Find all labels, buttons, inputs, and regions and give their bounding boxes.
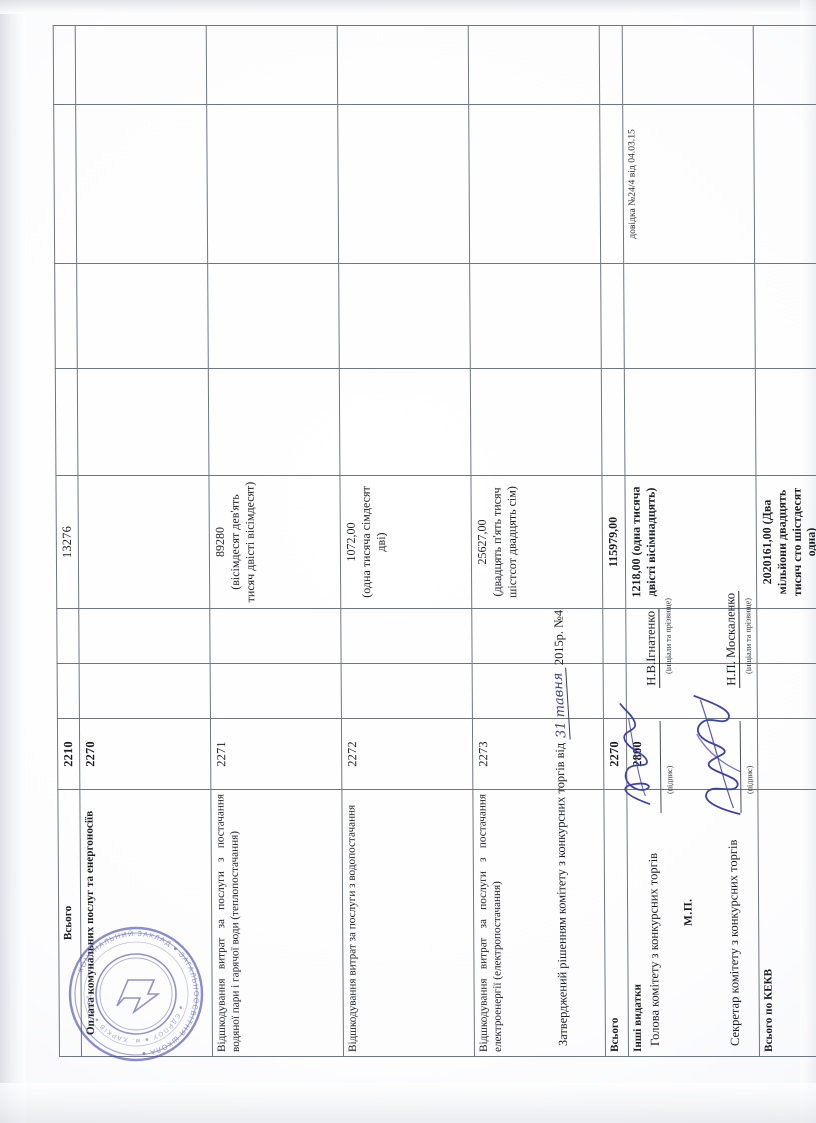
approval-suffix: 2015р. №4 (551, 609, 567, 666)
signature-name: Н.П. Москаленко (723, 590, 741, 688)
approval-line: Затверджений рішенням комітету з конкурс… (550, 609, 572, 1046)
signature-role: Секретар комітету з конкурсних торгів (725, 839, 742, 1046)
signature-caption: (підпис) (745, 765, 755, 794)
scan-edge-right (800, 0, 816, 1123)
signature-entry-chairman: Голова комітету з конкурсних торгів Н.В.… (643, 608, 664, 1046)
approval-date-handwritten: 31 тавня (550, 667, 571, 741)
stamp-mark-label: М.П. (682, 898, 695, 926)
signature-caption: (підпис) (665, 765, 675, 794)
official-round-stamp: КОМУНАЛЬНИЙ ЗАКЛАД ● ЗАГАЛЬНООСВІТНЯ ШКО… (62, 920, 210, 1068)
scan-edge-left (0, 0, 26, 1123)
signature-line (644, 720, 662, 813)
name-caption: (ініціали та прізвище) (663, 598, 674, 674)
signature-entry-secretary: Секретар комітету з конкурсних торгів Н.… (723, 590, 744, 1046)
scan-edge-bottom (0, 1083, 816, 1123)
signature-block: Затверджений рішенням комітету з конкурс… (550, 486, 806, 1046)
signature-line (724, 720, 742, 813)
signature-role: Голова комітету з конкурсних торгів (645, 852, 662, 1046)
approval-prefix: Затверджений рішенням комітету з конкурс… (552, 742, 570, 1046)
name-caption: (ініціали та прізвище) (743, 598, 754, 674)
signature-name: Н.В.Ігнатенко (643, 608, 661, 688)
scan-edge-top (0, 0, 816, 14)
